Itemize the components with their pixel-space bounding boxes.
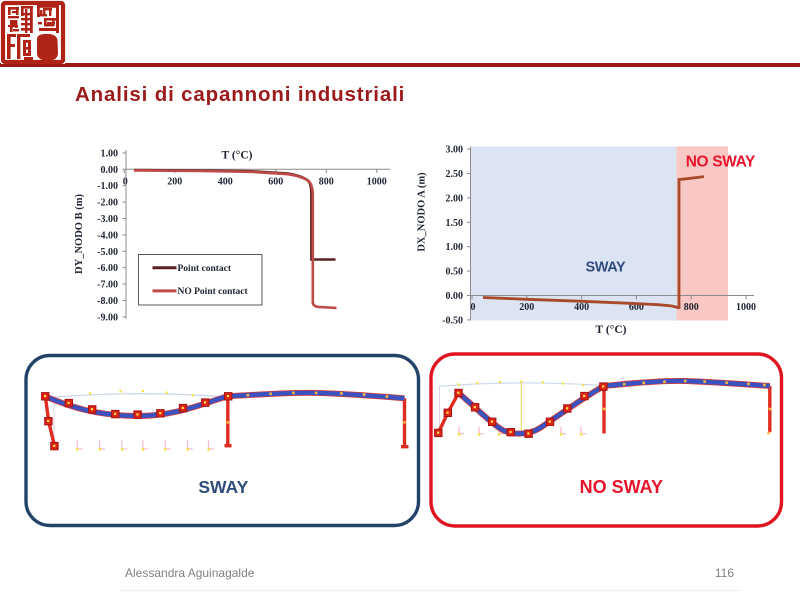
svg-text:DY_NODO B (m): DY_NODO B (m) bbox=[74, 194, 85, 274]
svg-text:800: 800 bbox=[684, 302, 699, 313]
svg-text:3.00: 3.00 bbox=[446, 145, 464, 156]
svg-text:0.00: 0.00 bbox=[101, 165, 119, 176]
svg-text:0.50: 0.50 bbox=[446, 267, 464, 278]
svg-text:1.00: 1.00 bbox=[446, 242, 464, 253]
svg-text:-3.00: -3.00 bbox=[97, 214, 118, 225]
svg-text:400: 400 bbox=[218, 177, 233, 188]
svg-text:Alessandra Aguinagalde: Alessandra Aguinagalde bbox=[125, 566, 255, 580]
svg-text:1000: 1000 bbox=[367, 177, 387, 188]
svg-text:DX_NODO A (m): DX_NODO A (m) bbox=[417, 172, 428, 252]
svg-text:-0.50: -0.50 bbox=[442, 315, 463, 326]
svg-text:0: 0 bbox=[123, 177, 128, 188]
svg-text:-6.00: -6.00 bbox=[97, 263, 118, 274]
svg-text:NO SWAY: NO SWAY bbox=[686, 154, 756, 171]
svg-text:0: 0 bbox=[471, 302, 476, 313]
svg-text:2.50: 2.50 bbox=[446, 169, 464, 180]
svg-text:-5.00: -5.00 bbox=[97, 247, 118, 258]
svg-text:600: 600 bbox=[629, 302, 644, 313]
svg-text:200: 200 bbox=[519, 302, 534, 313]
svg-text:400: 400 bbox=[574, 302, 589, 313]
svg-text:-8.00: -8.00 bbox=[97, 296, 118, 307]
svg-text:0.00: 0.00 bbox=[446, 291, 464, 302]
svg-text:1.50: 1.50 bbox=[446, 218, 464, 229]
svg-text:T (°C): T (°C) bbox=[596, 324, 627, 336]
svg-text:-4.00: -4.00 bbox=[97, 230, 118, 241]
svg-text:NO Point contact: NO Point contact bbox=[178, 287, 249, 297]
svg-text:600: 600 bbox=[268, 177, 283, 188]
svg-text:T (°C): T (°C) bbox=[222, 150, 253, 162]
svg-text:1.00: 1.00 bbox=[101, 148, 119, 159]
svg-text:1000: 1000 bbox=[736, 302, 756, 313]
svg-text:-2.00: -2.00 bbox=[97, 198, 118, 209]
svg-text:2.00: 2.00 bbox=[446, 193, 464, 204]
svg-text:-7.00: -7.00 bbox=[97, 280, 118, 291]
svg-text:-9.00: -9.00 bbox=[97, 312, 118, 323]
svg-text:116: 116 bbox=[715, 566, 734, 580]
svg-text:Analisi di capannoni industria: Analisi di capannoni industriali bbox=[75, 83, 405, 106]
svg-text:NO SWAY: NO SWAY bbox=[580, 477, 663, 497]
svg-text:SWAY: SWAY bbox=[586, 260, 626, 276]
svg-text:200: 200 bbox=[167, 177, 182, 188]
svg-text:800: 800 bbox=[319, 177, 334, 188]
svg-text:-1.00: -1.00 bbox=[97, 181, 118, 192]
svg-text:Point contact: Point contact bbox=[178, 264, 232, 274]
svg-text:SWAY: SWAY bbox=[198, 477, 248, 497]
